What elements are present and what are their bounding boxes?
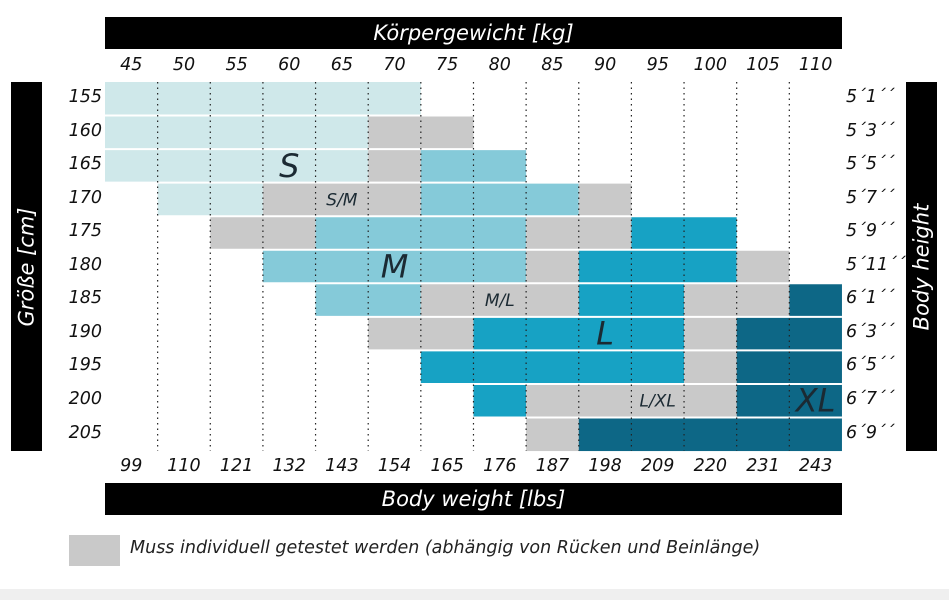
lbs-tick-label: 231 [746,456,780,476]
kg-tick-label: 110 [798,55,833,75]
cell-l-195-75 [420,350,685,384]
lbs-tick-label: 187 [535,456,570,476]
legend-text: Muss individuell getestet werden (abhäng… [130,538,761,558]
top-axis-title-text: Körpergewicht [kg] [373,21,574,45]
zone-label-m: M [381,248,409,286]
cell-m-175-65 [315,216,527,250]
ft-tick-label: 6´3´´ [846,321,895,342]
cell-test-180-85 [526,249,579,284]
lbs-tick-label: 110 [167,456,201,476]
zone-label-s: S [279,147,299,185]
cell-test-200-85 [526,383,737,418]
ft-tick-label: 6´9´´ [846,422,895,443]
cell-xl-205-90 [578,417,842,452]
cm-tick-label: 175 [68,221,102,242]
cm-tick-label: 180 [68,254,102,275]
cell-test-185-75 [420,283,579,317]
cell-s-170-50 [157,182,263,217]
cell-test-190-100 [684,316,737,351]
bottom-axis-title: Body weight [lbs] [105,483,842,515]
cell-test-170-90 [578,182,632,217]
ft-tick-label: 5´9´´ [846,221,895,242]
zone-label-s-m: S/M [326,190,358,210]
lbs-tick-label: 143 [325,456,359,476]
cell-test-175-55 [210,216,316,250]
lbs-tick-label: 198 [588,456,622,476]
ft-tick-label: 5´1´´ [846,87,895,107]
cell-l-200-80 [473,383,527,418]
lbs-tick-label: 220 [693,456,728,476]
legend-swatch [69,535,120,566]
lbs-tick-label: 132 [272,456,306,476]
lbs-tick-label: 209 [641,456,675,476]
lbs-tick-label: 243 [798,456,833,476]
kg-tick-label: 100 [693,55,728,75]
cell-test-205-85 [526,417,579,452]
cm-tick-label: 190 [68,321,102,342]
cm-tick-label: 205 [68,422,102,443]
cell-xl-200-105 [736,383,842,418]
ft-tick-label: 6´1´´ [846,288,895,309]
cell-test-175-85 [526,216,632,250]
cell-l-185-90 [578,283,685,317]
cell-m-180-60 [262,249,527,284]
kg-tick-label: 95 [646,55,669,75]
lbs-tick-label: 99 [120,456,143,476]
cell-l-190-80 [473,316,685,351]
cell-m-170-75 [420,182,579,217]
kg-tick-label: 45 [120,55,143,75]
cell-test-170-60 [262,182,421,217]
cm-tick-label: 170 [68,187,102,208]
cell-xl-195-105 [736,350,842,384]
lbs-tick-label: 176 [483,456,517,476]
cell-l-175-95 [631,216,737,250]
cell-test-185-100 [684,283,790,317]
cm-tick-label: 155 [68,87,102,107]
lbs-tick-label: 165 [430,456,464,476]
ft-tick-label: 5´3´´ [846,120,895,141]
cell-xl-190-105 [736,316,842,351]
kg-tick-label: 55 [225,55,248,75]
cell-test-180-105 [736,249,790,284]
cell-s-160-45 [105,115,369,150]
cm-tick-label: 160 [68,120,102,141]
cm-tick-label: 185 [68,288,102,309]
kg-tick-label: 80 [488,55,511,75]
kg-tick-label: 50 [172,55,196,75]
zone-label-m-l: M/L [485,291,515,311]
zone-label-l-xl: L/XL [640,392,676,412]
ft-tick-label: 5´7´´ [846,187,895,208]
cell-l-180-90 [578,249,737,284]
kg-tick-label: 65 [330,55,354,75]
ft-tick-label: 6´7´´ [846,388,895,409]
cell-test-195-100 [684,350,737,384]
right-axis-title: Body height [906,82,937,451]
cm-tick-label: 195 [68,355,102,376]
left-axis-title: Größe [cm] [11,82,42,451]
kg-tick-label: 85 [541,55,564,75]
zone-label-xl: XL [794,382,836,420]
ft-tick-label: 5´5´´ [846,154,895,175]
ft-tick-label: 5´11´´ [846,254,906,275]
lbs-tick-label: 121 [219,456,254,476]
cell-test-165-70 [368,149,421,183]
kg-tick-label: 70 [383,55,406,75]
kg-tick-label: 75 [436,55,459,75]
cm-tick-label: 200 [68,388,102,409]
kg-tick-label: 60 [278,55,301,75]
cell-test-190-70 [368,316,474,351]
top-axis-title: Körpergewicht [kg] [105,17,842,49]
kg-tick-label: 90 [593,55,617,75]
bottom-strip [0,589,949,600]
bottom-axis-title-text: Body weight [lbs] [381,487,566,511]
kg-tick-label: 105 [746,55,780,75]
zone-label-l: L [596,315,614,353]
lbs-tick-label: 154 [377,456,412,476]
cell-s-165-45 [105,149,369,183]
ft-tick-label: 6´5´´ [846,355,895,376]
cm-tick-label: 165 [68,154,102,175]
cell-m-185-65 [315,283,421,317]
cell-xl-185-110 [789,283,842,317]
